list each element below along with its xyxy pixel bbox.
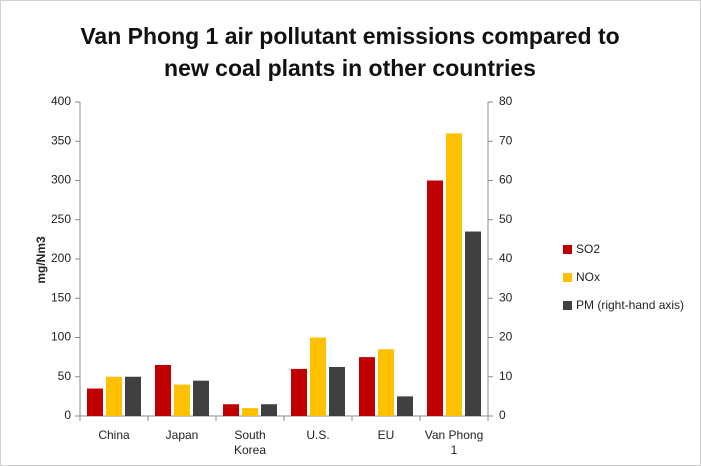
bar	[446, 133, 462, 416]
bar	[125, 376, 141, 416]
x-tick-label: China	[98, 428, 130, 442]
y2-tick-label: 60	[499, 173, 513, 187]
y2-tick-label: 0	[499, 408, 506, 422]
legend-swatch	[563, 245, 572, 254]
bar	[465, 231, 481, 416]
x-tick-label: Van Phong 1	[424, 428, 484, 457]
legend-label: NOx	[576, 270, 600, 284]
y-tick-label: 0	[64, 408, 71, 422]
y-tick-label: 200	[51, 251, 71, 265]
bar	[427, 180, 443, 416]
y2-tick-label: 40	[499, 251, 513, 265]
y2-tick-label: 30	[499, 290, 513, 304]
y-tick-label: 350	[51, 133, 71, 147]
y-tick-label: 400	[51, 94, 71, 108]
bar	[397, 396, 413, 416]
y-axis-label: mg/Nm3	[34, 236, 48, 284]
legend-swatch	[563, 273, 572, 282]
y-tick-label: 250	[51, 212, 71, 226]
bar	[329, 366, 345, 416]
y-tick-label: 50	[58, 369, 72, 383]
y-tick-label: 150	[51, 290, 71, 304]
bar	[291, 368, 307, 416]
bar	[223, 404, 239, 416]
bar	[359, 357, 375, 416]
y2-tick-label: 50	[499, 212, 513, 226]
bar	[106, 376, 122, 416]
x-tick-label: U.S.	[306, 428, 330, 442]
y-tick-label: 100	[51, 330, 71, 344]
x-tick-label: Japan	[165, 428, 199, 442]
y2-tick-label: 20	[499, 330, 513, 344]
legend-label: SO2	[576, 242, 600, 256]
bar	[261, 404, 277, 416]
bar	[174, 384, 190, 416]
x-tick-label: EU	[377, 428, 395, 442]
bar	[310, 337, 326, 416]
y2-tick-label: 80	[499, 94, 513, 108]
legend-swatch	[563, 301, 572, 310]
bar	[87, 388, 103, 416]
bar	[378, 349, 394, 416]
legend-label: PM (right-hand axis)	[576, 298, 684, 312]
bar	[193, 380, 209, 416]
y2-tick-label: 10	[499, 369, 513, 383]
bar	[155, 364, 171, 416]
x-tick-label: South Korea	[233, 428, 267, 457]
chart-title: Van Phong 1 air pollutant emissions comp…	[80, 23, 620, 81]
y2-tick-label: 70	[499, 133, 513, 147]
bar	[242, 408, 258, 416]
y-tick-label: 300	[51, 173, 71, 187]
